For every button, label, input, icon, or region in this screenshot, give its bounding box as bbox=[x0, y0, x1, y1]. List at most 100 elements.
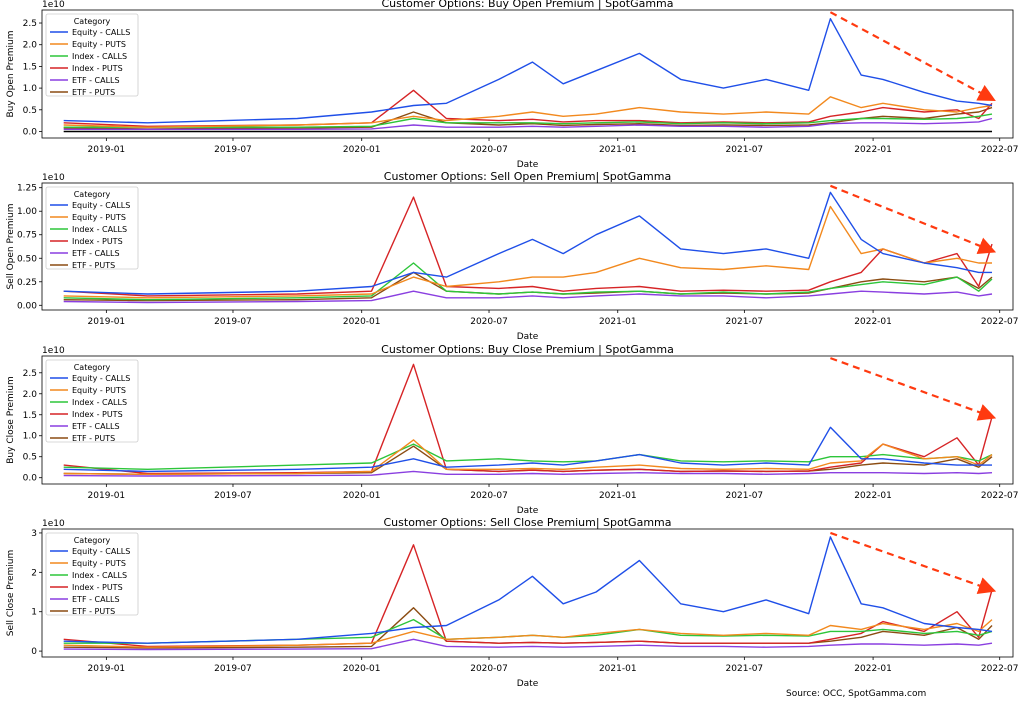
x-tick-label: 2019-07 bbox=[214, 145, 252, 155]
legend-title: Category bbox=[74, 363, 111, 372]
y-axis-label: Sell Open Premium bbox=[6, 203, 16, 289]
series-line-etf-calls bbox=[63, 117, 993, 131]
chart-panel-1: Customer Options: Buy Open Premium | Spo… bbox=[6, 0, 1019, 170]
y-tick-label: 1.0 bbox=[23, 84, 38, 94]
series-line-index-puts bbox=[63, 363, 993, 475]
legend-box bbox=[45, 186, 139, 270]
y-tick-label: 0.5 bbox=[23, 106, 37, 116]
series-line-etf-calls bbox=[63, 638, 993, 651]
legend-entry: Index - CALLS bbox=[72, 225, 127, 234]
x-tick-label: 2022-07 bbox=[981, 664, 1019, 674]
legend-entry: ETF - CALLS bbox=[72, 595, 120, 604]
x-tick-label: 2021-07 bbox=[726, 145, 764, 155]
x-tick-label: 2019-01 bbox=[88, 317, 126, 327]
x-tick-label: 2019-07 bbox=[214, 664, 252, 674]
legend: Category Equity - CALLS Equity - PUTS Index… bbox=[45, 186, 139, 270]
x-tick-label: 2022-01 bbox=[854, 145, 892, 155]
series-line-index-calls bbox=[63, 618, 993, 644]
series-line-index-puts bbox=[63, 196, 993, 297]
x-tick-label: 2021-01 bbox=[599, 664, 637, 674]
chart-title: Customer Options: Buy Close Premium | Sp… bbox=[381, 343, 674, 356]
y-tick-label: 2.0 bbox=[23, 41, 38, 51]
y-tick-label: 1.00 bbox=[17, 207, 37, 217]
legend-title: Category bbox=[74, 536, 111, 545]
plot-frame bbox=[41, 355, 1014, 485]
y-tick-label: 2.0 bbox=[23, 390, 38, 400]
chart-title: Customer Options: Buy Open Premium | Spo… bbox=[381, 0, 673, 10]
legend-entry: Index - PUTS bbox=[72, 583, 123, 592]
series-line-equity-calls bbox=[63, 191, 992, 295]
legend-entry: ETF - PUTS bbox=[72, 607, 115, 616]
series-line-equity-puts bbox=[63, 205, 992, 299]
x-axis-label: Date bbox=[517, 679, 539, 689]
x-tick-label: 2019-01 bbox=[88, 491, 126, 501]
trend-arrow bbox=[830, 531, 997, 594]
series-line-equity-calls bbox=[63, 18, 993, 124]
x-axis-label: Date bbox=[517, 506, 539, 516]
chart-panel-4: Customer Options: Sell Close Premium| Sp… bbox=[6, 516, 1019, 689]
x-tick-label: 2021-01 bbox=[599, 145, 637, 155]
x-tick-label: 2019-07 bbox=[214, 491, 252, 501]
chart-title: Customer Options: Sell Close Premium| Sp… bbox=[384, 516, 672, 529]
y-tick-label: 1.5 bbox=[23, 62, 37, 72]
legend-entry: ETF - PUTS bbox=[72, 261, 115, 270]
legend-entry: Index - PUTS bbox=[72, 64, 123, 73]
scale-label: 1e10 bbox=[42, 346, 65, 356]
legend-entry: Equity - PUTS bbox=[72, 40, 126, 49]
legend-title: Category bbox=[74, 17, 111, 26]
y-tick-label: 0.5 bbox=[23, 453, 37, 463]
series-line-etf-calls bbox=[63, 470, 993, 477]
y-tick-label: 0.0 bbox=[23, 474, 38, 484]
y-tick-label: 0 bbox=[31, 647, 37, 657]
x-tick-label: 2020-01 bbox=[343, 664, 381, 674]
series-line-index-calls bbox=[63, 262, 993, 301]
x-tick-label: 2020-07 bbox=[470, 145, 508, 155]
y-tick-label: 1.25 bbox=[17, 184, 37, 194]
y-tick-label: 0.75 bbox=[17, 231, 37, 241]
x-axis-label: Date bbox=[517, 332, 539, 342]
scale-label: 1e10 bbox=[42, 173, 65, 183]
legend-box bbox=[45, 532, 139, 616]
plot-frame bbox=[41, 182, 1014, 311]
legend-entry: Equity - CALLS bbox=[72, 201, 130, 210]
series-line-etf-calls bbox=[63, 290, 993, 304]
legend-box bbox=[45, 359, 139, 443]
x-tick-label: 2021-07 bbox=[726, 491, 764, 501]
trend-arrow bbox=[830, 357, 997, 421]
y-tick-label: 1.5 bbox=[23, 411, 37, 421]
chart-panel-2: Customer Options: Sell Open Premium| Spo… bbox=[6, 170, 1019, 342]
legend-entry: ETF - PUTS bbox=[72, 434, 115, 443]
x-tick-label: 2020-01 bbox=[343, 491, 381, 501]
legend-entry: Index - CALLS bbox=[72, 52, 127, 61]
legend-entry: Index - CALLS bbox=[72, 571, 127, 580]
source-caption: Source: OCC, SpotGamma.com bbox=[786, 689, 927, 699]
x-tick-label: 2019-01 bbox=[88, 145, 126, 155]
x-tick-label: 2020-07 bbox=[470, 664, 508, 674]
y-tick-label: 0.25 bbox=[17, 278, 37, 288]
scale-label: 1e10 bbox=[42, 0, 65, 10]
legend-entry: Equity - PUTS bbox=[72, 213, 126, 222]
legend-entry: Equity - PUTS bbox=[72, 386, 126, 395]
series-line-equity-puts bbox=[63, 96, 993, 128]
series-line-index-puts bbox=[63, 89, 993, 128]
x-tick-label: 2022-07 bbox=[981, 491, 1019, 501]
x-tick-label: 2022-01 bbox=[854, 664, 892, 674]
legend-title: Category bbox=[74, 190, 111, 199]
x-tick-label: 2021-01 bbox=[599, 491, 637, 501]
x-tick-label: 2019-07 bbox=[214, 317, 252, 327]
y-tick-label: 0.00 bbox=[17, 301, 37, 311]
chart-panel-3: Customer Options: Buy Close Premium | Sp… bbox=[6, 343, 1019, 516]
x-tick-label: 2019-01 bbox=[88, 664, 126, 674]
x-tick-label: 2022-07 bbox=[981, 145, 1019, 155]
y-tick-label: 1 bbox=[31, 608, 37, 618]
series-line-equity-calls bbox=[63, 536, 993, 644]
trend-arrow bbox=[829, 11, 996, 102]
legend-entry: Index - CALLS bbox=[72, 398, 127, 407]
x-tick-label: 2020-07 bbox=[470, 317, 508, 327]
x-tick-label: 2020-07 bbox=[470, 491, 508, 501]
x-tick-label: 2022-07 bbox=[981, 317, 1019, 327]
x-axis-label: Date bbox=[517, 160, 539, 170]
x-tick-label: 2022-01 bbox=[854, 491, 892, 501]
x-tick-label: 2020-01 bbox=[343, 317, 381, 327]
